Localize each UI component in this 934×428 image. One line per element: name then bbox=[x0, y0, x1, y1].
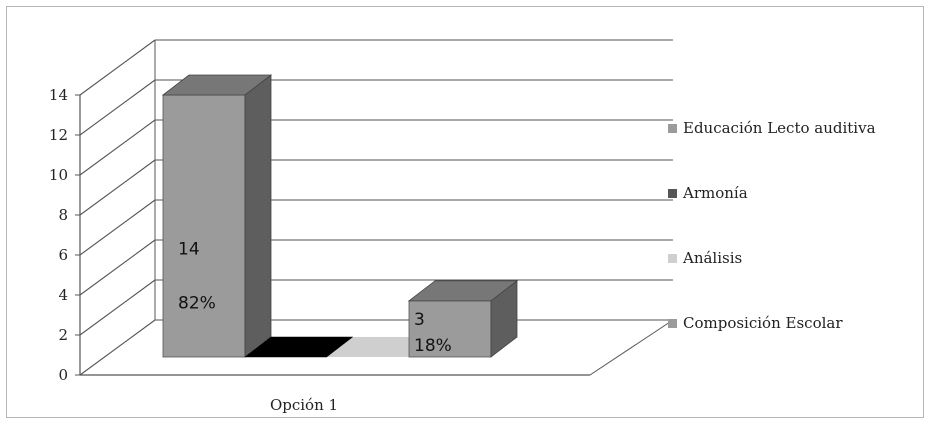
data-label: 14 bbox=[178, 240, 200, 260]
legend-swatch bbox=[668, 318, 677, 328]
legend-swatch bbox=[668, 188, 677, 198]
legend-label: Análisis bbox=[683, 249, 743, 267]
y-tick-label: 2 bbox=[58, 326, 68, 344]
y-tick-label: 14 bbox=[49, 86, 68, 104]
side-gridline bbox=[79, 159, 156, 216]
y-tick-label: 8 bbox=[58, 206, 68, 224]
side-gridline bbox=[79, 199, 156, 256]
side-gridline bbox=[79, 119, 156, 176]
legend-label: Educación Lecto auditiva bbox=[683, 119, 876, 137]
legend-swatch bbox=[668, 123, 677, 133]
bar-top bbox=[407, 280, 519, 302]
bar-front bbox=[162, 94, 246, 358]
floor-edge bbox=[589, 319, 674, 376]
legend-item: Análisis bbox=[668, 248, 742, 268]
x-tick-label: Opción 1 bbox=[270, 396, 338, 414]
legend-swatch bbox=[668, 253, 677, 263]
side-gridline bbox=[79, 279, 156, 336]
chart-frame bbox=[6, 6, 924, 418]
y-tick-label: 4 bbox=[58, 286, 68, 304]
bar-flat bbox=[327, 337, 435, 357]
legend-label: Composición Escolar bbox=[683, 314, 843, 332]
side-gridline bbox=[79, 319, 156, 376]
data-label: 82% bbox=[178, 294, 216, 314]
bar-side bbox=[244, 74, 272, 358]
side-gridline bbox=[79, 239, 156, 296]
legend-item: Composición Escolar bbox=[668, 313, 843, 333]
bar-top bbox=[161, 74, 273, 96]
legend-label: Armonía bbox=[683, 184, 748, 202]
y-tick-label: 6 bbox=[58, 246, 68, 264]
bar-front bbox=[408, 300, 492, 358]
side-gridline bbox=[79, 39, 156, 96]
y-tick-label: 12 bbox=[49, 126, 68, 144]
legend-item: Educación Lecto auditiva bbox=[668, 118, 876, 138]
y-tick-label: 0 bbox=[58, 366, 68, 384]
data-label: 3 bbox=[414, 310, 425, 330]
side-gridline bbox=[79, 79, 156, 136]
legend-item: Armonía bbox=[668, 183, 748, 203]
data-label: 18% bbox=[414, 336, 452, 356]
y-tick-label: 10 bbox=[49, 166, 68, 184]
